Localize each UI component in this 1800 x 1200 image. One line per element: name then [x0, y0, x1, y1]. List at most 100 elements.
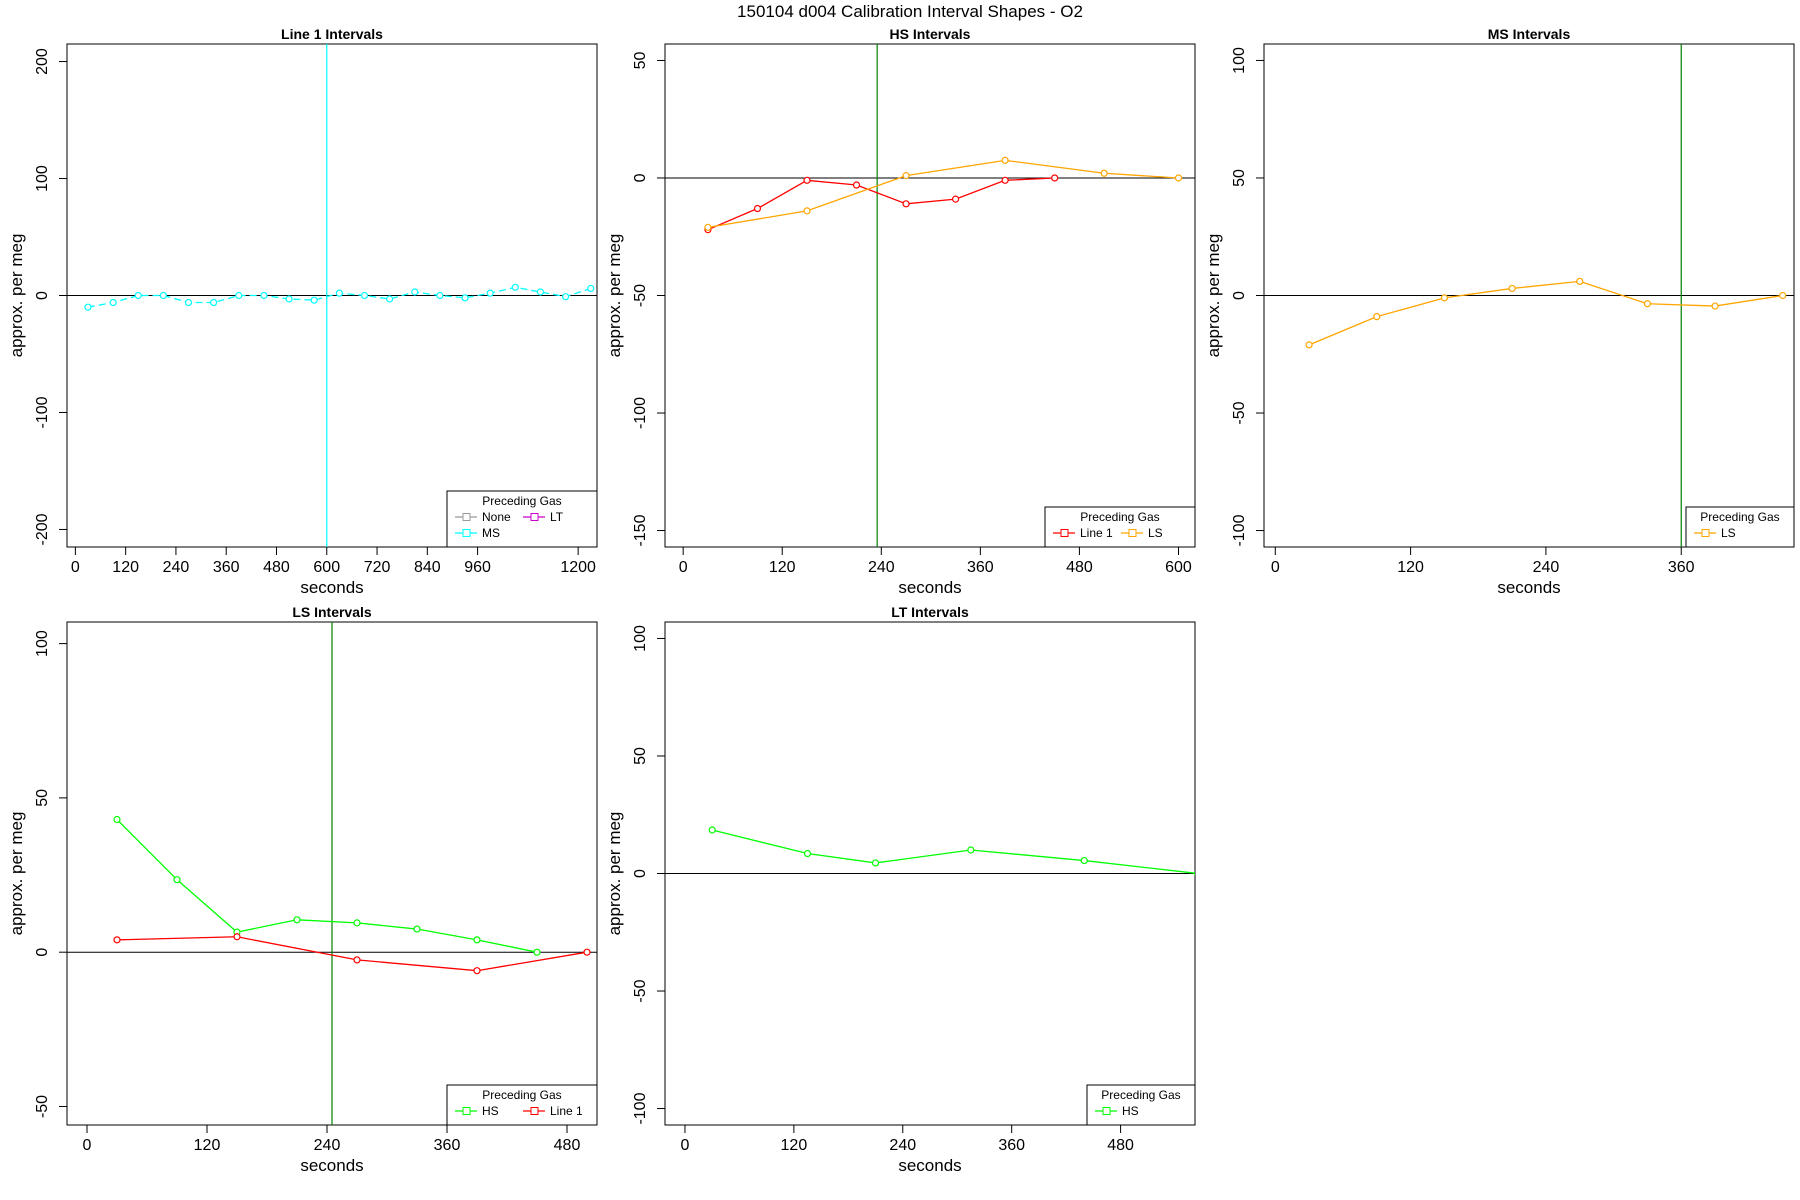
plot-area: [665, 826, 1195, 876]
x-axis-label: seconds: [300, 1156, 363, 1175]
legend-label: HS: [482, 1104, 499, 1118]
data-point: [210, 298, 218, 307]
x-tick-label: 120: [769, 559, 796, 576]
data-point: [951, 195, 960, 203]
chart-title: HS Intervals: [890, 26, 971, 42]
y-tick-label: 0: [632, 869, 649, 878]
y-tick-label: -50: [34, 1095, 51, 1118]
legend-label: None: [482, 510, 511, 524]
y-tick-label: -100: [632, 1092, 649, 1124]
data-point: [260, 291, 268, 300]
chart-panel-3: MS Intervals 0 120 240 360 seconds -100 -50 0 50 1…: [1204, 26, 1795, 597]
legend-item: Line 1: [1053, 526, 1113, 540]
x-axis: 0 120 240 360 480 seconds: [681, 1124, 1134, 1175]
data-point: [360, 291, 369, 300]
x-tick-label: 480: [554, 1137, 581, 1154]
data-point: [1373, 313, 1381, 321]
x-tick-label: 0: [83, 1137, 92, 1154]
x-tick-label: 240: [1533, 559, 1560, 576]
legend-item: LS: [1121, 526, 1163, 540]
data-point: [486, 289, 494, 297]
y-axis-label: approx. per meg: [7, 234, 26, 358]
y-tick-label: 200: [34, 48, 51, 75]
y-tick-label: 100: [632, 625, 649, 652]
data-point: [335, 289, 343, 297]
x-tick-label: 120: [112, 559, 139, 576]
data-point: [967, 846, 975, 854]
chart-panel-1: Line 1 Intervals 0 120 240 360 480 600 720 840 96…: [7, 26, 598, 597]
series-line-1: [113, 933, 591, 975]
y-axis-label: approx. per meg: [605, 234, 624, 358]
data-point: [411, 288, 419, 296]
data-point: [1305, 341, 1313, 349]
plot-area: [1264, 44, 1794, 547]
legend: Preceding Gas LS: [1685, 506, 1795, 548]
legend: Preceding Gas None LT MS: [446, 490, 598, 548]
legend: Preceding Gas HS: [1086, 1084, 1196, 1126]
series-line: [707, 159, 1179, 228]
x-tick-label: 1200: [560, 559, 596, 576]
data-point: [1080, 856, 1088, 865]
data-point: [803, 176, 811, 184]
chart-title: Line 1 Intervals: [281, 26, 383, 42]
y-tick-label: 0: [34, 948, 51, 957]
x-tick-label: 720: [364, 559, 391, 576]
data-point: [235, 291, 243, 300]
chart-panel-4: LS Intervals 0 120 240 360 480 seconds -50 0 50 10…: [7, 604, 598, 1175]
data-point: [353, 956, 361, 964]
y-tick-label: 100: [34, 630, 51, 657]
y-tick-label: -50: [632, 284, 649, 307]
data-point: [386, 295, 394, 303]
x-tick-label: 480: [1107, 1137, 1134, 1154]
data-point: [1440, 294, 1449, 302]
x-tick-label: 360: [967, 559, 994, 576]
series-ls: [1305, 277, 1787, 349]
data-point: [134, 291, 142, 300]
x-tick-label: 480: [263, 559, 290, 576]
y-axis: -200 -100 0 100 200 approx. per meg: [7, 48, 68, 545]
legend-title: Preceding Gas: [482, 494, 561, 508]
y-axis: -100 -50 0 50 100 approx. per meg: [1204, 47, 1265, 547]
data-point: [1779, 291, 1787, 300]
data-point: [461, 294, 469, 302]
y-tick-label: 100: [34, 165, 51, 192]
legend-title: Preceding Gas: [1101, 1088, 1180, 1102]
data-point: [871, 859, 880, 867]
x-tick-label: 240: [868, 559, 895, 576]
x-tick-label: 0: [679, 559, 688, 576]
data-point: [1001, 156, 1009, 164]
x-tick-label: 240: [314, 1137, 341, 1154]
legend-title: Preceding Gas: [482, 1088, 561, 1102]
legend-box: [1086, 1084, 1196, 1126]
plot-area: [67, 44, 597, 547]
data-point: [293, 916, 301, 924]
x-tick-label: 480: [1066, 559, 1093, 576]
legend-item: HS: [455, 1104, 499, 1118]
plot-area: [665, 44, 1195, 547]
legend-label: Line 1: [550, 1104, 583, 1118]
data-point: [536, 288, 545, 296]
x-tick-label: 360: [998, 1137, 1025, 1154]
data-point: [561, 293, 570, 301]
data-point: [902, 172, 910, 180]
legend-label: HS: [1122, 1104, 1139, 1118]
y-tick-label: 50: [632, 747, 649, 765]
data-point: [1174, 174, 1183, 182]
legend-label: MS: [482, 526, 500, 540]
x-axis: 0 120 240 360 seconds: [1271, 546, 1695, 597]
data-point: [109, 298, 117, 307]
y-axis: -100 -50 0 50 100 approx. per meg: [605, 625, 666, 1125]
legend-swatch-marker: [462, 513, 471, 521]
chart-title: LT Intervals: [891, 604, 969, 620]
legend-item: LT: [523, 510, 564, 524]
data-point: [852, 181, 861, 189]
legend-item: HS: [1095, 1104, 1139, 1118]
y-tick-label: 50: [34, 789, 51, 807]
data-point: [511, 283, 519, 291]
data-point: [587, 284, 595, 293]
legend-item: None: [455, 510, 511, 524]
data-point: [1051, 174, 1059, 182]
legend-box: [1685, 506, 1795, 548]
data-point: [473, 967, 481, 975]
